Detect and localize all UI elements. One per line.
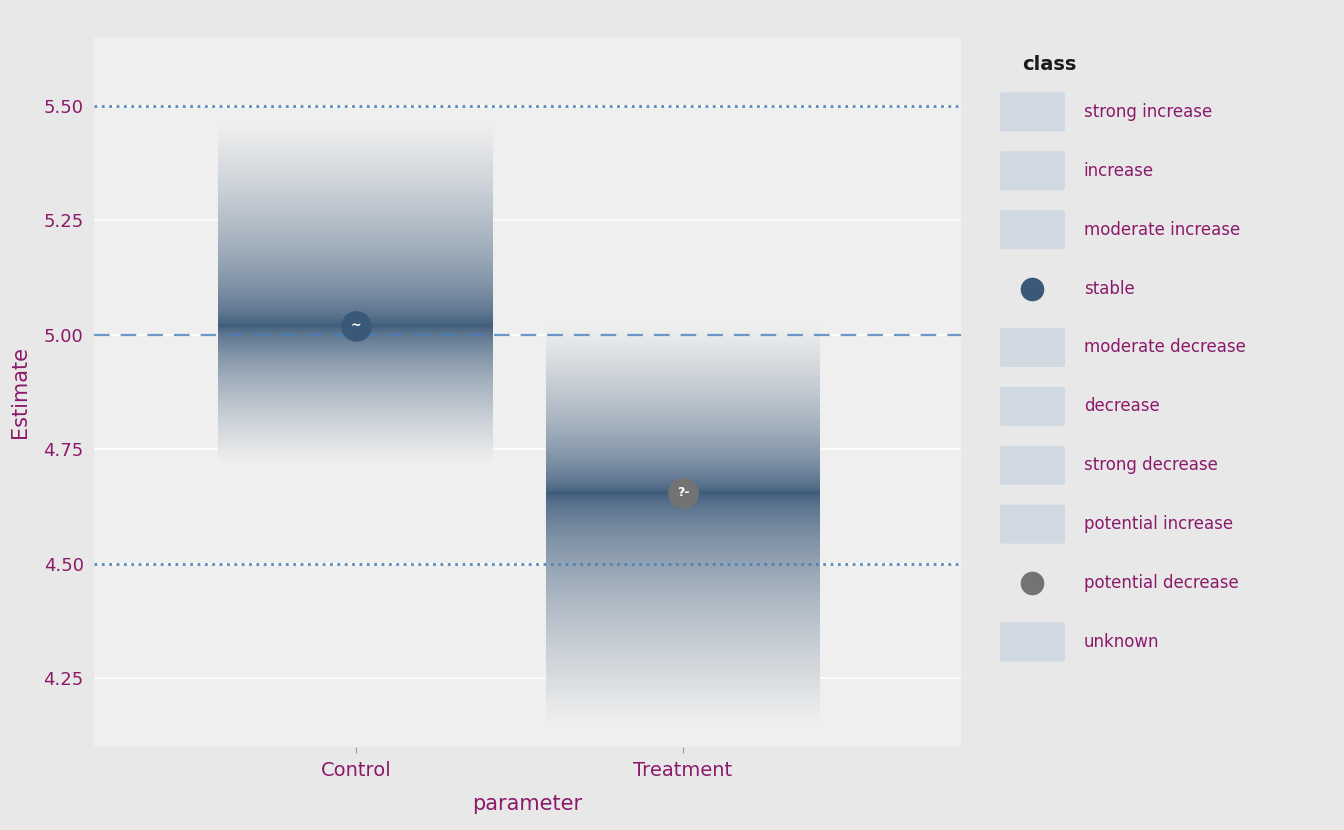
- FancyBboxPatch shape: [1000, 151, 1064, 190]
- Text: decrease: decrease: [1083, 398, 1160, 415]
- Text: potential increase: potential increase: [1083, 515, 1232, 533]
- Text: increase: increase: [1083, 162, 1154, 180]
- Text: strong decrease: strong decrease: [1083, 457, 1218, 474]
- Text: -~: -~: [1025, 343, 1039, 353]
- Y-axis label: Estimate: Estimate: [9, 346, 30, 438]
- Text: ~: ~: [1028, 284, 1038, 294]
- Text: moderate decrease: moderate decrease: [1083, 339, 1246, 356]
- Text: class: class: [1023, 55, 1077, 74]
- Text: strong increase: strong increase: [1083, 103, 1212, 121]
- FancyBboxPatch shape: [1000, 622, 1064, 662]
- Text: potential decrease: potential decrease: [1083, 574, 1239, 592]
- FancyBboxPatch shape: [1000, 210, 1064, 249]
- FancyBboxPatch shape: [1000, 446, 1064, 485]
- Text: moderate increase: moderate increase: [1083, 221, 1241, 239]
- Text: unknown: unknown: [1083, 633, 1160, 651]
- Text: ?-: ?-: [1027, 578, 1038, 588]
- Text: ~: ~: [351, 320, 362, 332]
- Text: +~: +~: [1024, 225, 1042, 235]
- FancyBboxPatch shape: [1000, 92, 1064, 131]
- Text: +: +: [1028, 166, 1036, 176]
- Text: --: --: [1028, 461, 1036, 471]
- Text: stable: stable: [1083, 280, 1134, 298]
- FancyBboxPatch shape: [1000, 505, 1064, 544]
- Text: ?: ?: [1030, 637, 1035, 647]
- Text: ?+: ?+: [1025, 520, 1040, 530]
- FancyBboxPatch shape: [1000, 328, 1064, 367]
- Text: ++: ++: [1024, 107, 1042, 117]
- FancyBboxPatch shape: [1000, 387, 1064, 426]
- X-axis label: parameter: parameter: [473, 793, 582, 813]
- Text: -: -: [1031, 402, 1035, 412]
- Text: ?-: ?-: [676, 486, 689, 500]
